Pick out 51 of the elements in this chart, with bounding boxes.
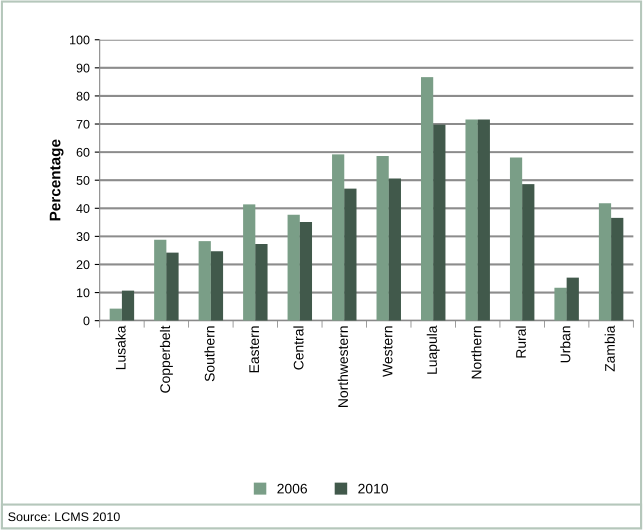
y-tick-label: 70 xyxy=(76,120,90,129)
bar xyxy=(433,124,446,321)
bar xyxy=(478,120,490,321)
bar xyxy=(198,241,211,321)
y-tick-label: 50 xyxy=(76,176,90,185)
y-tick-label: 80 xyxy=(76,92,90,101)
bar xyxy=(465,120,478,321)
bar xyxy=(510,157,522,321)
bar xyxy=(611,218,624,321)
bar xyxy=(566,278,579,321)
bar xyxy=(598,203,612,321)
bar xyxy=(110,308,122,321)
bar xyxy=(332,154,344,321)
y-tick-label: 40 xyxy=(76,204,90,213)
bar xyxy=(554,288,567,321)
bar xyxy=(344,188,357,321)
y-tick-label: 60 xyxy=(76,148,90,157)
x-tick-label: Southern xyxy=(204,326,215,382)
legend-label: 2010 xyxy=(358,484,388,494)
bar xyxy=(300,222,312,321)
y-tick-label: 100 xyxy=(70,36,90,44)
bar xyxy=(522,184,534,321)
x-tick-label: Central xyxy=(293,326,304,370)
y-tick-label: 10 xyxy=(76,288,90,298)
x-tick-label: Rural xyxy=(516,326,526,358)
bar xyxy=(255,244,268,321)
bar xyxy=(166,252,179,321)
bar xyxy=(210,251,224,321)
y-tick-label: 0 xyxy=(83,316,90,326)
bar xyxy=(376,156,389,321)
y-tick-label: 30 xyxy=(76,232,90,242)
y-tick-label: 20 xyxy=(76,260,90,270)
x-tick-label: Zambia xyxy=(604,326,615,372)
x-tick-label: Urban xyxy=(560,326,570,362)
x-tick-label: Eastern xyxy=(249,326,260,372)
x-tick-label: Copperbelt xyxy=(160,326,173,393)
source-note: Source: LCMS 2010 xyxy=(8,512,120,522)
bar xyxy=(420,77,434,321)
y-axis-title: Percentage xyxy=(50,140,64,220)
x-tick-label: Northwestern xyxy=(338,326,348,407)
x-tick-label: Luapula xyxy=(426,326,440,374)
legend-label: 2006 xyxy=(277,484,308,494)
y-tick-label: 90 xyxy=(76,64,90,72)
bar xyxy=(122,290,134,321)
x-tick-label: Northern xyxy=(471,326,482,378)
bar xyxy=(154,240,166,321)
bar xyxy=(243,204,256,321)
bar xyxy=(288,214,300,321)
x-tick-label: Lusaka xyxy=(115,326,126,370)
x-tick-label: Western xyxy=(382,326,392,377)
bar xyxy=(388,178,401,321)
